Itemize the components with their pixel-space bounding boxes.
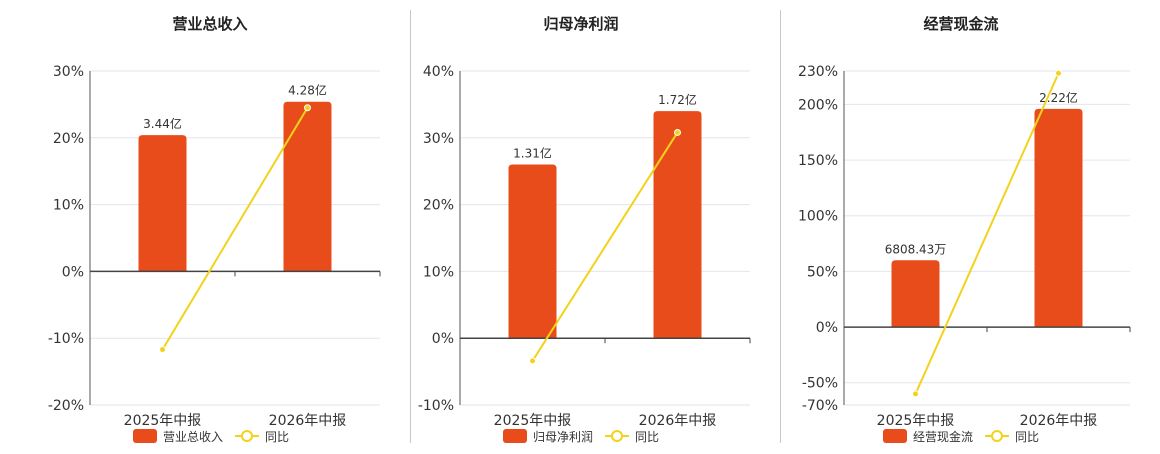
chart-panel-revenue: 营业总收入 -20% -10% 0% 10% 20% 30% 3.44亿 4.28亿 2025年中… (0, 0, 410, 450)
chart-title: 归母净利润 (543, 15, 618, 33)
bar-data-label: 4.28亿 (288, 83, 327, 98)
y-tick-label: 0% (816, 320, 838, 336)
yoy-point (1055, 69, 1062, 77)
x-category-label: 2025年中报 (494, 413, 572, 429)
legend-bar-swatch (133, 429, 157, 443)
bar-data-label: 6808.43万 (885, 242, 947, 256)
yoy-point (912, 390, 919, 398)
y-tick-label: 40% (423, 64, 454, 80)
bar-data-label: 1.31亿 (513, 146, 552, 161)
y-tick-label: 200% (798, 97, 838, 113)
y-tick-label: 20% (53, 131, 84, 147)
y-tick-label: -70% (802, 398, 838, 414)
yoy-point (674, 128, 681, 136)
legend-bar-label: 营业总收入 (163, 430, 223, 444)
y-tick-label: 30% (423, 131, 454, 147)
y-tick-label: 50% (807, 264, 838, 280)
y-tick-label: 0% (62, 264, 84, 280)
y-tick-label: -10% (48, 331, 84, 347)
chart-cash-flow: 经营现金流 -70% -50% 0% 50% 100% 150% 200% 230% 6808.4… (798, 15, 1131, 444)
chart-revenue: 营业总收入 -20% -10% 0% 10% 20% 30% 3.44亿 4.28亿 2025年中… (48, 15, 381, 444)
legend-line-marker (611, 430, 623, 442)
y-tick-label: 100% (798, 209, 838, 225)
bar (138, 135, 187, 272)
chart-panel-net-profit: 归母净利润 -10% 0% 10% 20% 30% 40% 1.31亿 1.72亿 2025年中报… (411, 0, 780, 450)
legend-line-label: 同比 (635, 430, 659, 444)
y-tick-label: 150% (798, 153, 838, 169)
legend-line-label: 同比 (265, 430, 289, 444)
x-category-label: 2025年中报 (877, 413, 955, 429)
bar (653, 111, 702, 339)
panel-divider (780, 10, 781, 443)
bar (891, 260, 940, 328)
legend-bar-swatch (883, 429, 907, 443)
bar (1034, 108, 1083, 328)
yoy-point (159, 346, 166, 354)
chart-panel-cash-flow: 经营现金流 -70% -50% 0% 50% 100% 150% 200% 230% 6808.4… (781, 0, 1160, 450)
yoy-point (529, 357, 536, 365)
x-category-label: 2025年中报 (124, 413, 202, 429)
bar (283, 101, 332, 272)
yoy-series-line (531, 131, 679, 362)
panel-divider (410, 10, 411, 443)
x-category-label: 2026年中报 (639, 413, 717, 429)
yoy-series-line (914, 72, 1060, 395)
bar (508, 164, 557, 339)
y-tick-label: 20% (423, 198, 454, 214)
y-tick-label: -20% (48, 398, 84, 414)
legend-line-label: 同比 (1015, 430, 1039, 444)
bar-data-label: 3.44亿 (143, 116, 182, 131)
legend-bar-label: 归母净利润 (533, 430, 593, 444)
legend-line-marker (991, 430, 1003, 442)
y-tick-label: 10% (423, 264, 454, 280)
chart-title: 营业总收入 (172, 15, 247, 33)
y-tick-label: 10% (53, 198, 84, 214)
yoy-series-line (161, 107, 309, 351)
legend-bar-label: 经营现金流 (913, 429, 973, 444)
x-category-label: 2026年中报 (1020, 413, 1098, 429)
yoy-point (304, 104, 311, 112)
chart-title: 经营现金流 (923, 15, 998, 33)
y-tick-label: 30% (53, 64, 84, 80)
chart-net-profit: 归母净利润 -10% 0% 10% 20% 30% 40% 1.31亿 1.72亿 2025年中报… (418, 15, 751, 444)
y-tick-label: 0% (432, 331, 454, 347)
bar-data-label: 1.72亿 (658, 92, 697, 107)
legend-bar-swatch (503, 429, 527, 443)
y-tick-label: -10% (418, 398, 454, 414)
x-category-label: 2026年中报 (269, 413, 347, 429)
legend-line-marker (241, 430, 253, 442)
y-tick-label: 230% (798, 64, 838, 80)
y-tick-label: -50% (802, 376, 838, 392)
